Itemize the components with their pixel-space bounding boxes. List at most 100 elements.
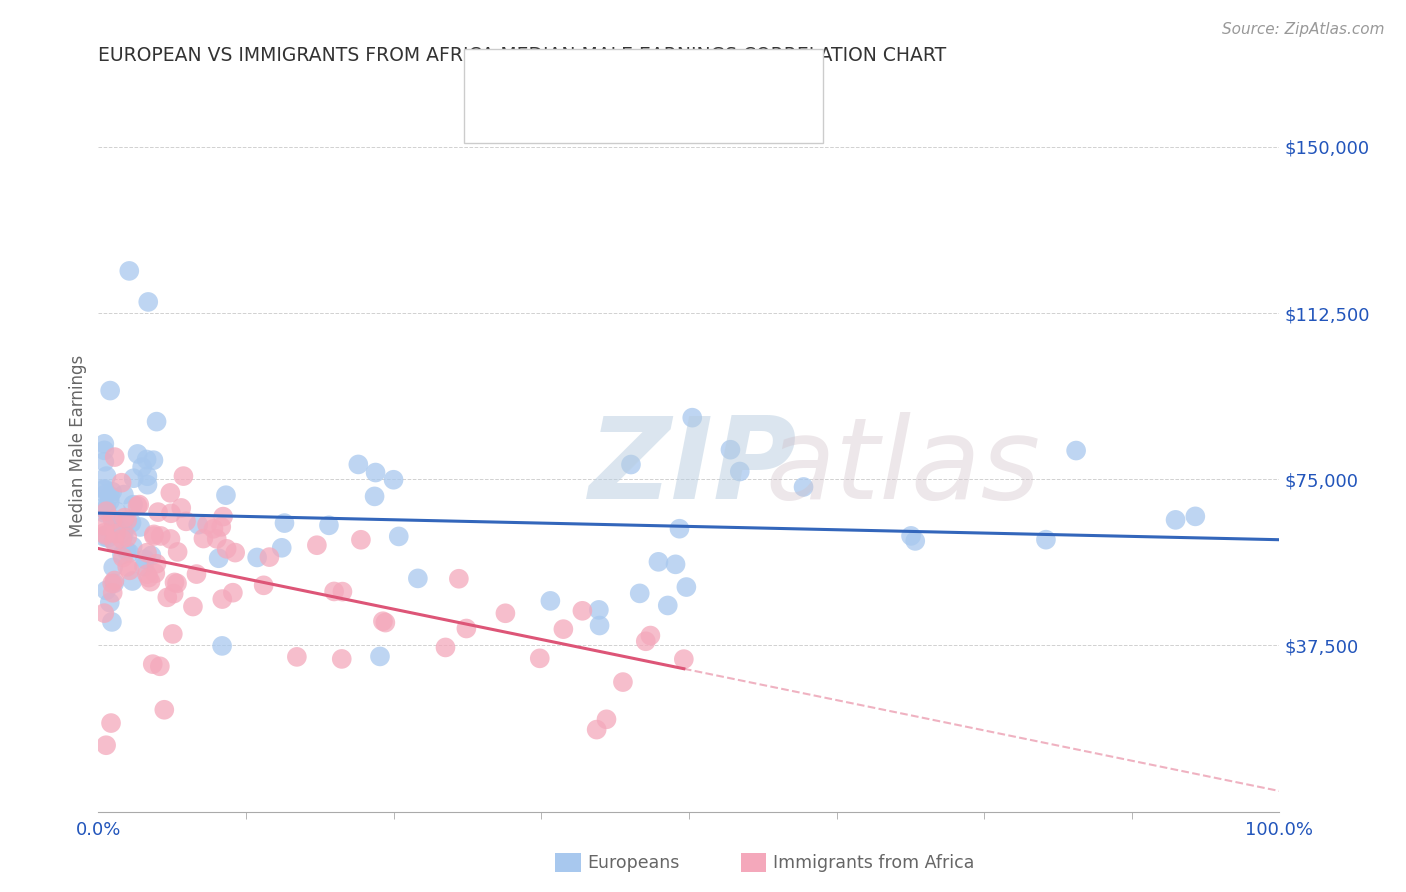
Point [270,541,292,555]
Text: ZIP: ZIP [589,412,797,524]
Point [121,574,143,588]
Point [195,517,218,532]
Point [209,520,232,534]
Point [456,622,478,636]
Point [112,524,135,538]
Point [159,532,181,546]
Point [96,469,118,483]
Point [347,458,370,472]
Point [330,652,353,666]
Point [94,528,117,542]
Point [142,527,165,541]
Point [129,520,152,534]
Point [186,567,208,582]
Point [900,529,922,543]
Point [128,498,150,512]
Point [93,483,115,497]
Point [211,592,233,607]
Point [160,506,183,520]
Point [104,450,127,464]
Point [368,649,391,664]
Point [118,546,141,560]
Point [246,550,269,565]
Point [640,628,662,642]
Point [93,530,115,544]
Point [174,514,197,528]
Text: Immigrants from Africa: Immigrants from Africa [773,854,974,871]
Point [1184,509,1206,524]
Point [122,498,145,512]
Point [149,529,172,543]
Point [105,505,128,519]
Point [93,437,115,451]
Point [142,453,165,467]
Point [96,500,118,515]
Text: R = -0.527   N = 84: R = -0.527 N = 84 [522,107,721,125]
Point [305,538,328,552]
Point [1035,533,1057,547]
Point [98,489,121,503]
Point [103,517,125,532]
Point [668,522,690,536]
Point [136,567,159,582]
Point [215,488,238,502]
Point [93,455,115,469]
Point [117,530,139,544]
Text: Europeans: Europeans [588,854,681,871]
Point [208,551,231,566]
Point [159,486,181,500]
Point [647,555,669,569]
Point [115,543,138,558]
Point [121,540,143,554]
Point [136,546,159,560]
Point [98,596,121,610]
Point [371,614,394,628]
Point [163,587,186,601]
Point [215,541,238,556]
Point [93,525,115,540]
Point [145,557,167,571]
Point [681,410,703,425]
Point [115,513,138,527]
Point [94,738,117,752]
Point [259,550,281,565]
Point [588,618,610,632]
Point [142,529,165,543]
Point [172,469,194,483]
Point [114,510,136,524]
Point [93,482,115,496]
Point [318,518,340,533]
Point [588,603,610,617]
Point [111,548,134,562]
Text: R =  0.027   N = 88: R = 0.027 N = 88 [522,69,721,87]
Point [1164,513,1187,527]
Point [100,716,122,731]
Point [103,576,125,591]
Point [382,473,405,487]
Point [553,622,575,636]
Y-axis label: Median Male Earnings: Median Male Earnings [69,355,87,537]
Point [103,533,125,548]
Point [222,585,245,599]
Point [634,634,657,648]
Point [163,575,186,590]
Point [103,574,125,588]
Point [728,465,751,479]
Point [904,533,927,548]
Point [143,566,166,581]
Point [595,712,617,726]
Point [350,533,373,547]
Point [332,584,354,599]
Point [170,500,193,515]
Point [538,594,561,608]
Point [142,657,165,672]
Point [104,513,127,527]
Point [96,504,118,518]
Point [127,447,149,461]
Point [224,546,246,560]
Point [111,550,134,565]
Point [253,578,276,592]
Point [136,469,159,483]
Point [104,526,127,541]
Point [115,559,138,574]
